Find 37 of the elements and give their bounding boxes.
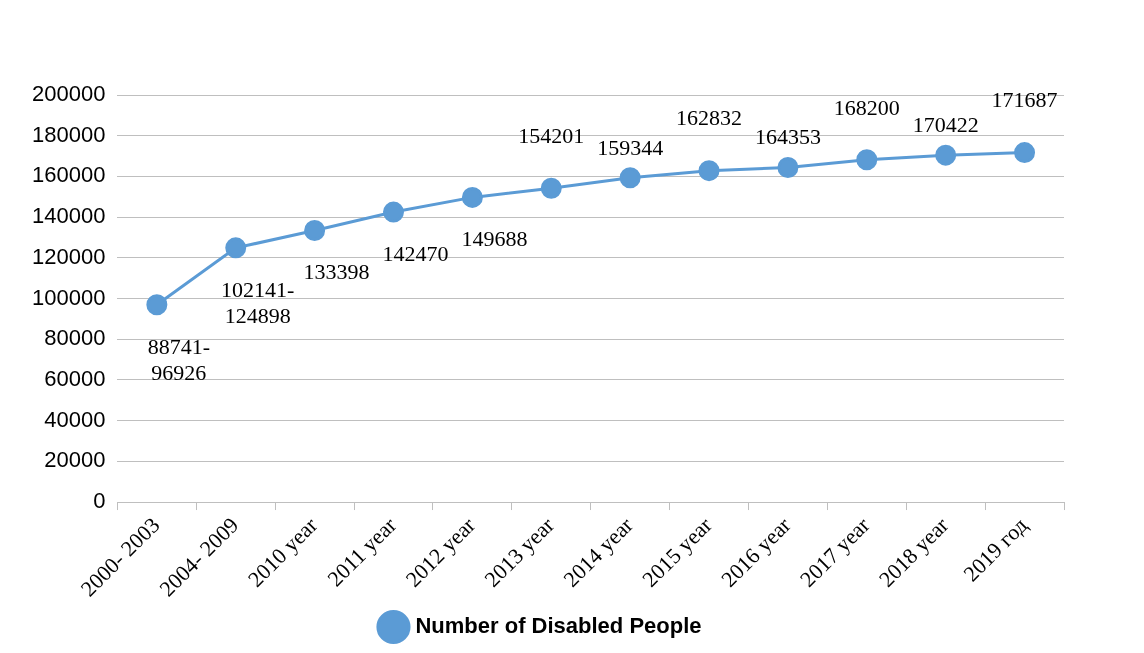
data-label: 159344 [597, 134, 664, 160]
data-label: 168200 [833, 94, 900, 120]
point [146, 294, 168, 316]
y-tick-label: 160000 [31, 162, 106, 188]
point [698, 160, 720, 182]
y-tick-label: 40000 [44, 406, 106, 432]
y-tick-label: 80000 [44, 325, 106, 351]
y-tick-label: 20000 [44, 447, 106, 473]
point [777, 157, 799, 179]
y-tick-label: 120000 [31, 243, 106, 269]
data-label: 149688 [461, 226, 528, 252]
point [1014, 142, 1036, 164]
y-tick-label: 100000 [31, 284, 106, 310]
point [935, 144, 957, 166]
data-label: 154201 [518, 122, 585, 148]
y-tick-label: 60000 [44, 365, 106, 391]
data-label: 102141-124898 [221, 276, 295, 328]
point [383, 201, 404, 223]
x-tick-label: 2011 year [322, 511, 402, 592]
point [461, 186, 483, 208]
data-label: 164353 [754, 124, 821, 150]
point [540, 177, 562, 199]
y-tick-label: 200000 [31, 81, 106, 107]
point [619, 167, 641, 189]
data-label: 133398 [303, 259, 370, 285]
y-tick-label: 180000 [31, 121, 106, 147]
point [304, 220, 326, 242]
point [856, 149, 878, 171]
y-tick-label: 140000 [31, 203, 106, 229]
data-label: 142470 [382, 240, 449, 266]
point [225, 237, 247, 259]
data-label: 162832 [676, 105, 743, 131]
legend-label: Number of Disabled People [415, 613, 702, 639]
data-label: 170422 [912, 111, 979, 137]
data-label: 88741-96926 [147, 333, 211, 385]
data-label: 171687 [991, 87, 1058, 113]
y-tick-label: 0 [93, 488, 106, 514]
